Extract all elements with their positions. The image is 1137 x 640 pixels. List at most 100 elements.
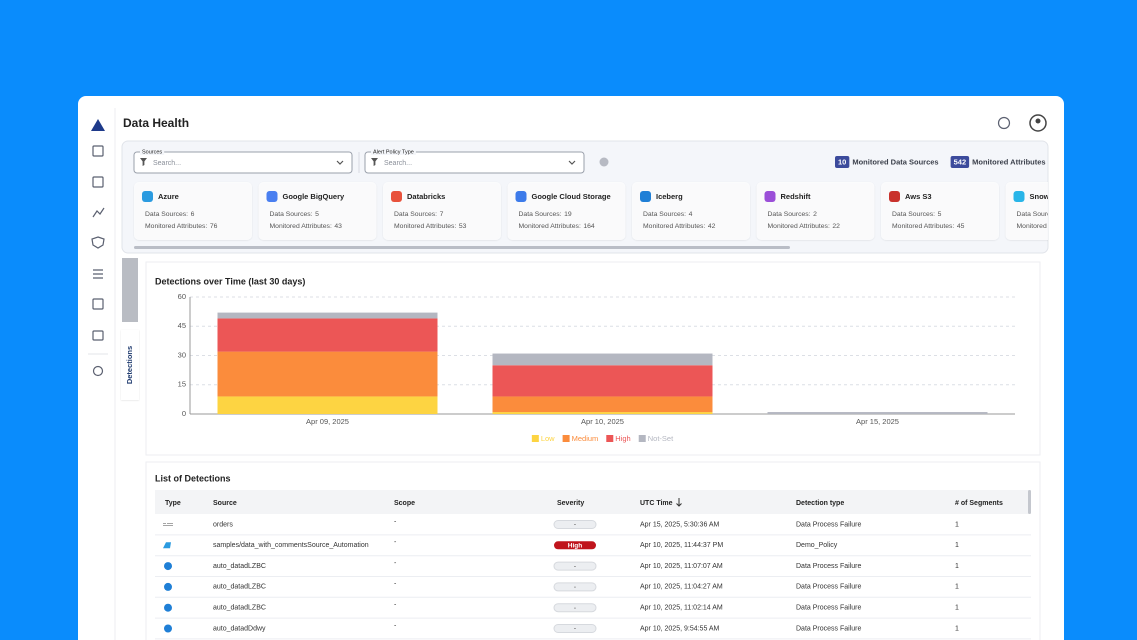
source-card[interactable]	[258, 182, 377, 240]
source-stat-label: Data Sources:	[270, 211, 313, 218]
source-stat-label: Data Sources:	[1017, 211, 1060, 218]
legend-label: Not-Set	[648, 434, 674, 443]
source-stat: Data Sources:	[1017, 211, 1060, 218]
summary-badge	[950, 156, 970, 168]
severity-pill	[553, 624, 597, 633]
source-stat-label: Data Sources:	[892, 211, 935, 218]
source-stat-value: 43	[334, 223, 342, 230]
source-card[interactable]	[383, 182, 501, 240]
filter-label-bg	[371, 149, 416, 155]
tab-label[interactable]: Detections	[125, 346, 134, 384]
filter-icon	[140, 158, 147, 166]
source-name: Databricks	[407, 192, 445, 201]
summary-count: 542	[954, 157, 967, 166]
bar-segment	[217, 312, 438, 319]
nav-search[interactable]	[92, 176, 104, 188]
source-stat-label: Monitored Attributes:	[643, 223, 705, 230]
column-header: UTC Time	[640, 500, 673, 507]
y-tick-label: 0	[182, 409, 186, 418]
y-tick-label: 45	[178, 321, 186, 330]
column-header: Source	[213, 500, 237, 507]
source-stat-value: 2	[813, 211, 817, 218]
severity: -	[574, 522, 576, 529]
column-header: Detection type	[796, 500, 844, 507]
legend-swatch	[606, 435, 614, 442]
legend-swatch	[531, 435, 539, 442]
help-button[interactable]	[997, 116, 1011, 130]
filter-select[interactable]	[133, 151, 353, 174]
cell: Apr 10, 2025, 9:54:55 AM	[640, 625, 720, 632]
cell: -	[394, 581, 397, 588]
filter-chevron	[336, 160, 344, 165]
cell: 1	[955, 605, 959, 612]
source-card[interactable]	[632, 182, 750, 240]
user-avatar[interactable]	[1029, 114, 1047, 132]
severity: -	[574, 584, 576, 591]
source-icon	[1013, 191, 1025, 202]
type-icon	[163, 523, 173, 526]
source-stat-value: 42	[708, 223, 716, 230]
source-icon	[640, 191, 651, 202]
legend-swatch	[638, 435, 646, 442]
legend: Low Medium High Not-Set	[531, 434, 674, 443]
cell: Apr 10, 2025, 11:44:37 PM	[640, 542, 723, 549]
logo	[91, 119, 105, 131]
source-stat: Monitored Attributes: 164	[519, 223, 595, 230]
cell: Apr 10, 2025, 11:07:07 AM	[640, 563, 723, 570]
source-card[interactable]	[134, 182, 252, 240]
filter-help[interactable]	[599, 157, 609, 167]
severity: -	[574, 626, 576, 633]
filter-placeholder: Search...	[153, 160, 181, 167]
source-stat: Monitored Attributes: 43	[270, 223, 343, 230]
filter-placeholder: Search...	[384, 160, 412, 167]
source-stat: Data Sources: 19	[519, 211, 572, 218]
cell: Data Process Failure	[796, 521, 861, 528]
column-header: Type	[165, 500, 181, 507]
source-stat-value: 22	[832, 223, 840, 230]
cell: auto_datadLZBC	[213, 584, 266, 591]
column-header: Severity	[557, 500, 584, 507]
source-card[interactable]	[756, 182, 875, 240]
summary-count: 10	[838, 157, 846, 166]
source-card[interactable]	[881, 182, 999, 240]
source-stat-value: 76	[210, 223, 218, 230]
tab-detections[interactable]	[121, 330, 139, 400]
nav-settings-sliders[interactable]	[93, 269, 103, 279]
source-card[interactable]	[507, 182, 626, 240]
nav-config[interactable]	[92, 365, 104, 377]
table-scrollbar[interactable]	[1028, 490, 1031, 514]
source-stat-value: 5	[938, 211, 942, 218]
source-stat-label: Monitored Attributes:	[145, 223, 207, 230]
source-stat: Monitored Attributes: 53	[394, 223, 467, 230]
severity: -	[574, 563, 576, 570]
cell: 1	[955, 584, 959, 591]
source-stat: Monitored Attributes: 22	[768, 223, 841, 230]
source-stat-label: Data Sources:	[768, 211, 811, 218]
source-stat-value: 7	[440, 211, 444, 218]
source-icon	[391, 191, 402, 202]
source-stat-label: Monitored Attributes:	[1017, 223, 1079, 230]
severity-pill	[553, 582, 597, 592]
tab-alerts[interactable]	[122, 258, 138, 322]
source-stat-label: Monitored Attributes:	[768, 223, 830, 230]
source-icon	[142, 191, 153, 202]
source-stat: Monitored Attributes: 76	[145, 223, 218, 230]
cards-scrollbar[interactable]	[134, 246, 790, 249]
nav-analytics[interactable]	[92, 207, 105, 218]
nav-logs[interactable]	[92, 330, 104, 341]
source-stat: Monitored Attributes:	[1017, 223, 1079, 230]
cell: -	[394, 539, 397, 546]
nav-reports[interactable]	[92, 298, 104, 310]
bar-segment	[492, 412, 713, 414]
nav-policies[interactable]	[91, 236, 105, 249]
source-icon	[764, 191, 776, 202]
cell: -	[394, 602, 397, 609]
filter-label: Sources	[142, 149, 162, 155]
nav-dashboard[interactable]	[92, 145, 104, 157]
summary-label: Monitored Data Sources	[852, 157, 938, 166]
source-stat-label: Monitored Attributes:	[892, 223, 954, 230]
filter-select[interactable]	[364, 151, 585, 174]
cell: 1	[955, 521, 959, 528]
